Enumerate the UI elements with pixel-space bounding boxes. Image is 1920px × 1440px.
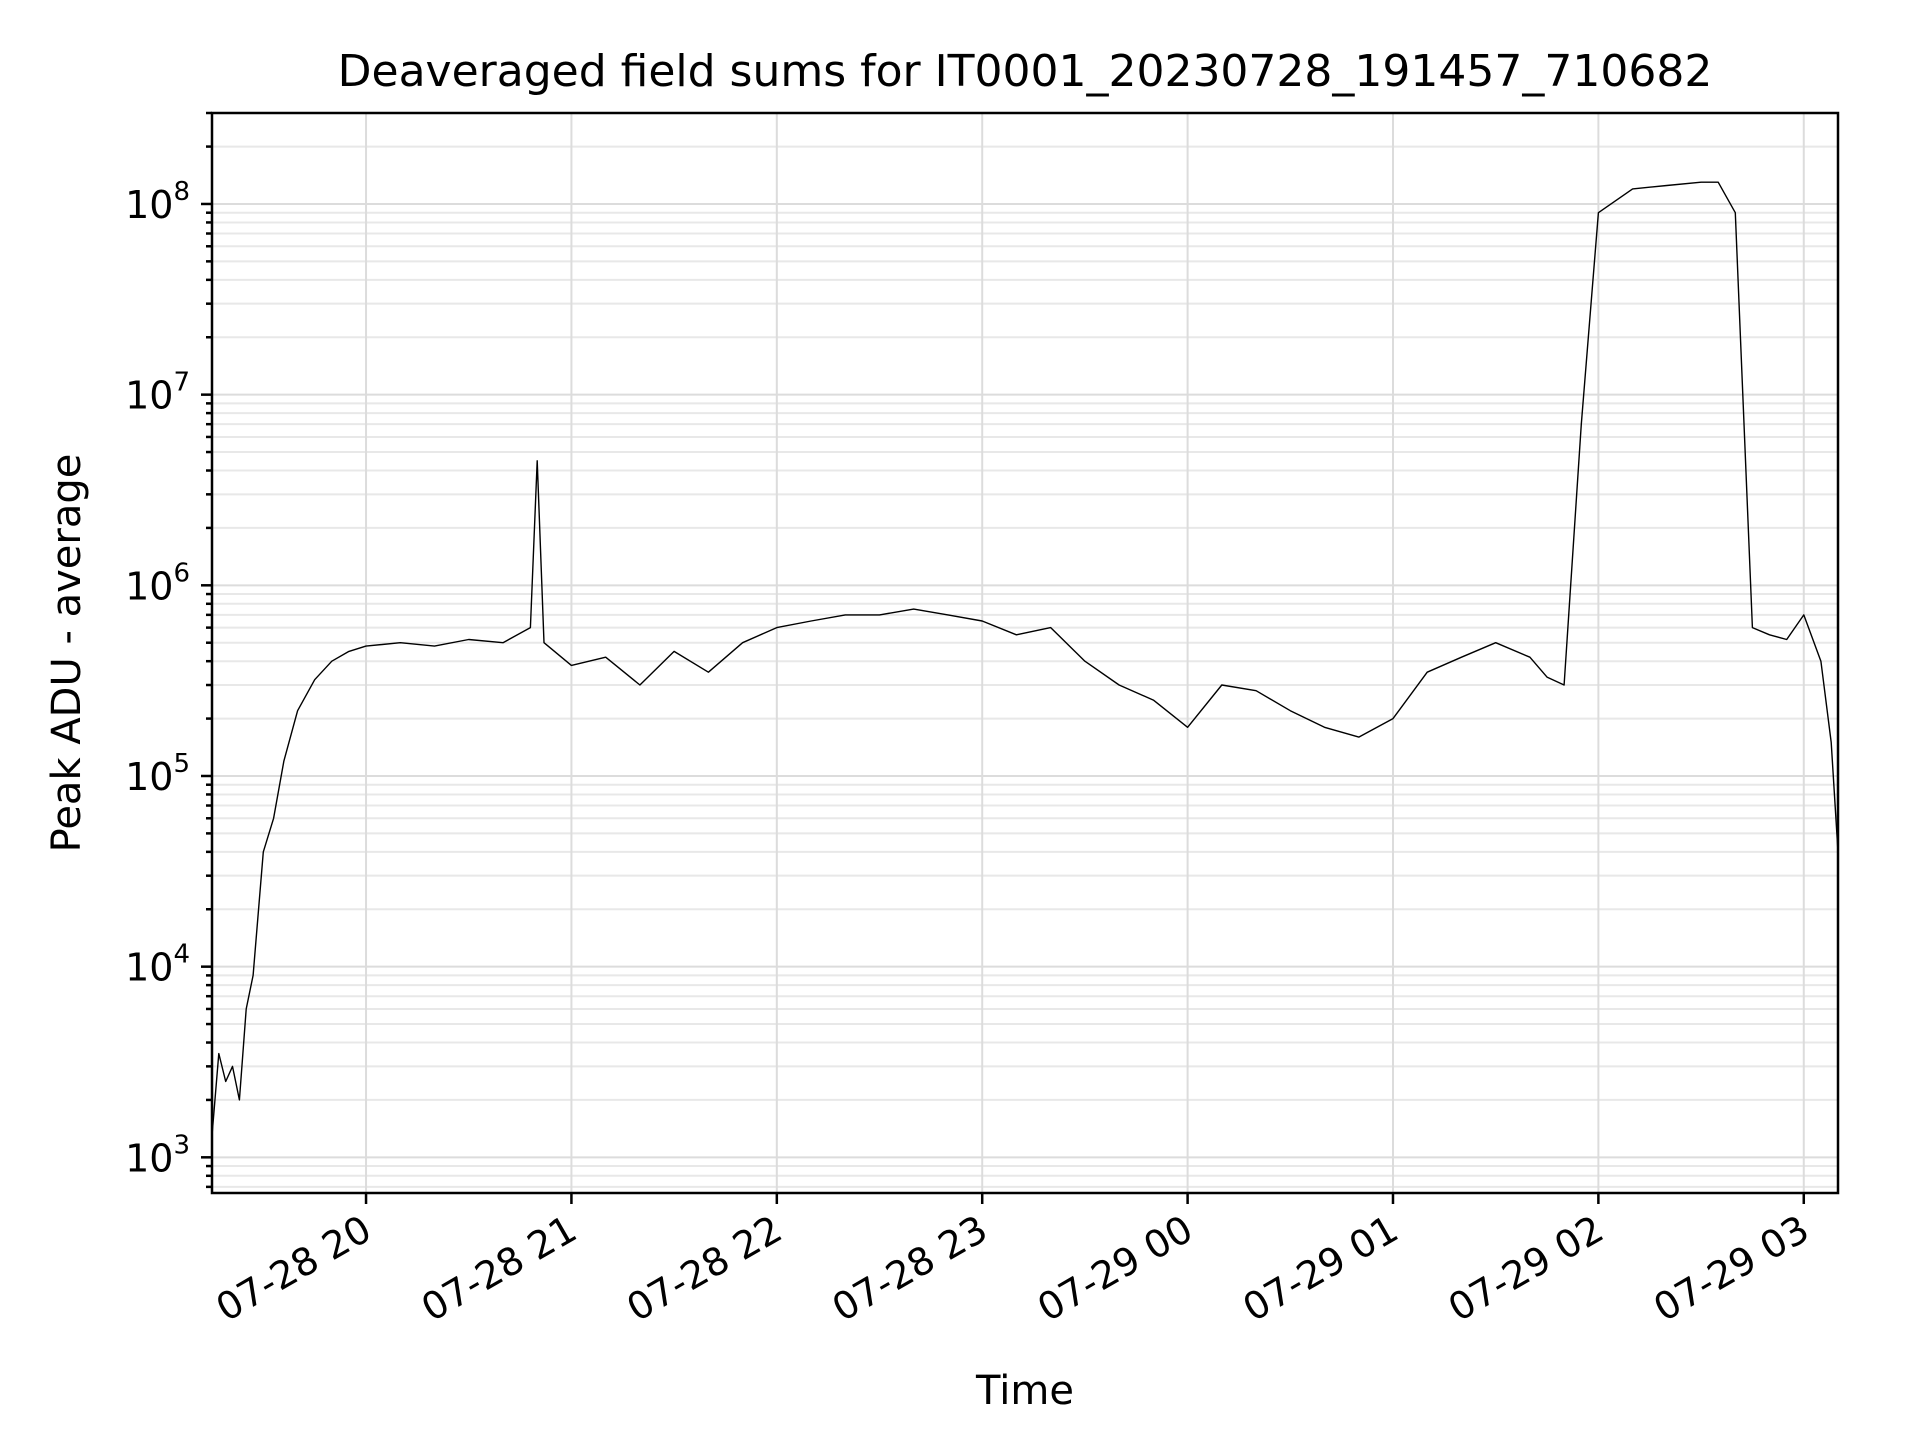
grid-layer bbox=[212, 112, 1838, 1193]
x-tick-label: 07-28 21 bbox=[414, 1207, 584, 1331]
x-tick-label: 07-29 02 bbox=[1441, 1207, 1611, 1331]
y-tick-label: 108 bbox=[125, 177, 190, 227]
plot-frame bbox=[210, 111, 1840, 1195]
y-tick-exponent: 6 bbox=[173, 558, 190, 588]
x-axis-label: Time bbox=[975, 1368, 1074, 1414]
series-layer bbox=[211, 181, 1839, 1136]
x-tick-label: 07-29 00 bbox=[1030, 1207, 1200, 1331]
y-tick-exponent: 7 bbox=[173, 368, 190, 398]
y-tick-base: 10 bbox=[125, 946, 173, 990]
y-tick-base: 10 bbox=[125, 183, 173, 227]
x-tick-label: 07-28 20 bbox=[209, 1207, 379, 1331]
x-tick-label: 07-29 03 bbox=[1646, 1207, 1816, 1331]
y-tick-label: 105 bbox=[125, 749, 190, 799]
y-tick-base: 10 bbox=[125, 564, 173, 608]
series-line-1 bbox=[211, 181, 1839, 1136]
y-tick-label: 107 bbox=[125, 368, 190, 418]
chart-title: Deaveraged field sums for IT0001_2023072… bbox=[338, 46, 1713, 97]
y-tick-base: 10 bbox=[125, 374, 173, 418]
y-tick-exponent: 4 bbox=[173, 940, 190, 970]
x-tick-label: 07-28 22 bbox=[619, 1207, 789, 1331]
y-axis-label: Peak ADU - average bbox=[44, 454, 90, 853]
y-tick-label: 106 bbox=[125, 558, 190, 608]
ticks-layer bbox=[201, 111, 1806, 1204]
y-tick-exponent: 8 bbox=[173, 177, 190, 207]
y-tick-exponent: 5 bbox=[173, 749, 190, 779]
x-tick-label: 07-28 23 bbox=[825, 1207, 995, 1331]
y-tick-base: 10 bbox=[125, 1136, 173, 1180]
y-tick-label: 103 bbox=[125, 1130, 190, 1180]
y-tick-exponent: 3 bbox=[173, 1130, 190, 1160]
y-tick-base: 10 bbox=[125, 755, 173, 799]
y-tick-label: 104 bbox=[125, 940, 190, 990]
x-tick-label: 07-29 01 bbox=[1236, 1207, 1406, 1331]
